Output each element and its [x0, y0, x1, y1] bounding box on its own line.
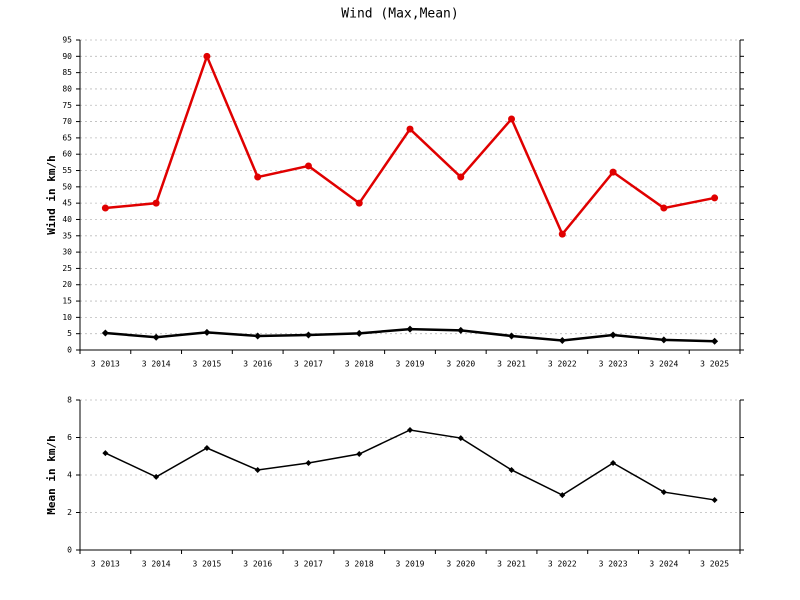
x-tick-label: 3 2019 — [396, 560, 425, 569]
y-tick-label: 75 — [62, 101, 72, 110]
point — [254, 173, 262, 181]
x-tick-label: 3 2015 — [192, 560, 221, 569]
y-tick-label: 65 — [62, 133, 72, 142]
point — [457, 435, 464, 442]
y-tick-label: 85 — [62, 68, 72, 77]
x-tick-label: 3 2018 — [345, 360, 374, 369]
point — [152, 199, 160, 207]
x-tick-label: 3 2013 — [91, 560, 120, 569]
y-tick-label: 55 — [62, 166, 72, 175]
point — [356, 451, 363, 457]
x-tick-label: 3 2023 — [599, 560, 628, 569]
point — [559, 492, 566, 499]
x-tick-label: 3 2022 — [548, 360, 577, 369]
x-tick-label: 3 2021 — [497, 560, 526, 569]
y-tick-label: 6 — [67, 433, 72, 442]
y-tick-label: 30 — [62, 248, 72, 257]
x-tick-label: 3 2025 — [700, 360, 729, 369]
y-axis-label: Mean in km/h — [45, 435, 58, 514]
point — [508, 466, 515, 473]
point — [304, 162, 312, 170]
point — [305, 460, 312, 466]
point — [203, 52, 211, 60]
x-tick-label: 3 2016 — [243, 560, 272, 569]
y-tick-label: 2 — [67, 508, 72, 517]
x-tick-label: 3 2015 — [192, 360, 221, 369]
x-tick-label: 3 2020 — [446, 360, 475, 369]
y-axis-label: Wind in km/h — [45, 155, 58, 234]
chart-title: Wind (Max,Mean) — [341, 7, 458, 22]
point — [457, 173, 465, 181]
y-tick-label: 0 — [67, 546, 72, 555]
point — [711, 496, 718, 503]
x-tick-label: 3 2017 — [294, 360, 323, 369]
point — [660, 489, 667, 496]
x-tick-label: 3 2022 — [548, 560, 577, 569]
y-tick-label: 8 — [67, 396, 72, 405]
y-tick-label: 5 — [67, 329, 72, 338]
y-tick-label: 90 — [62, 52, 72, 61]
x-tick-label: 3 2024 — [649, 360, 678, 369]
y-tick-label: 45 — [62, 199, 72, 208]
y-tick-label: 35 — [62, 231, 72, 240]
x-tick-label: 3 2014 — [142, 360, 171, 369]
point — [609, 168, 617, 176]
point — [660, 336, 668, 344]
x-tick-label: 3 2013 — [91, 360, 120, 369]
x-tick-label: 3 2014 — [142, 560, 171, 569]
y-tick-label: 80 — [62, 84, 72, 93]
point — [660, 204, 668, 212]
point — [610, 460, 617, 466]
point — [508, 332, 516, 340]
x-tick-label: 3 2025 — [700, 560, 729, 569]
y-tick-label: 70 — [62, 117, 72, 126]
point — [558, 230, 566, 238]
x-tick-label: 3 2016 — [243, 360, 272, 369]
point — [711, 337, 719, 345]
point — [711, 194, 719, 202]
y-tick-label: 20 — [62, 280, 72, 289]
point — [508, 115, 516, 123]
point — [101, 204, 109, 212]
y-tick-label: 0 — [67, 346, 72, 355]
point — [101, 329, 109, 337]
x-tick-label: 3 2019 — [396, 360, 425, 369]
point — [407, 427, 413, 433]
point — [406, 325, 414, 333]
point — [457, 326, 465, 334]
point — [304, 331, 312, 339]
point — [406, 125, 414, 133]
series-line — [105, 52, 715, 237]
y-tick-label: 4 — [67, 471, 72, 480]
y-tick-label: 50 — [62, 182, 72, 191]
x-tick-label: 3 2024 — [649, 560, 678, 569]
x-tick-label: 3 2023 — [599, 360, 628, 369]
series-line — [105, 429, 715, 501]
point — [153, 473, 160, 480]
point — [254, 332, 262, 340]
y-tick-label: 25 — [62, 264, 72, 273]
x-tick-label: 3 2018 — [345, 560, 374, 569]
y-tick-label: 15 — [62, 297, 72, 306]
y-tick-label: 40 — [62, 215, 72, 224]
point — [355, 329, 363, 337]
point — [254, 466, 261, 473]
x-tick-label: 3 2020 — [446, 560, 475, 569]
x-tick-label: 3 2021 — [497, 360, 526, 369]
y-tick-label: 95 — [62, 36, 72, 45]
point — [203, 445, 210, 451]
x-tick-label: 3 2017 — [294, 560, 323, 569]
y-tick-label: 10 — [62, 313, 72, 322]
point — [609, 331, 617, 339]
y-tick-label: 60 — [62, 150, 72, 159]
point — [102, 450, 109, 457]
point — [152, 333, 160, 341]
point — [203, 328, 211, 336]
point — [558, 337, 566, 345]
point — [355, 199, 363, 207]
